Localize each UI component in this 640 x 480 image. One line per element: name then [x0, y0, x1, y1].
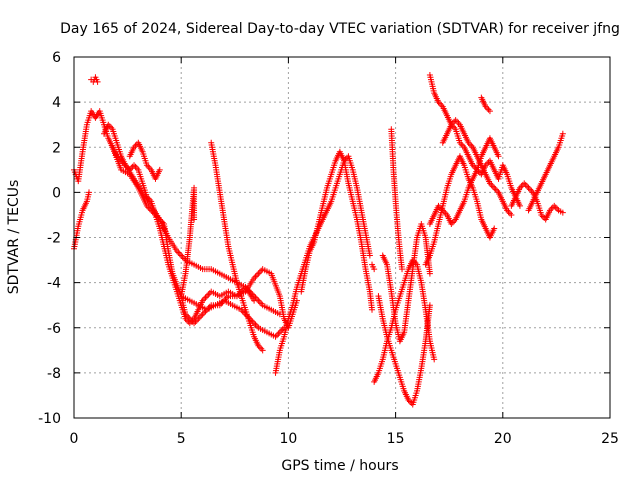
data-point	[366, 252, 373, 259]
data-point	[369, 306, 376, 313]
x-tick-label: 25	[601, 431, 619, 447]
data-point	[253, 323, 260, 330]
y-tick-label: 0	[52, 185, 61, 201]
data-point	[176, 251, 183, 258]
data-point	[516, 202, 523, 209]
data-point	[521, 180, 528, 187]
data-point	[175, 249, 182, 256]
y-tick-label: 6	[52, 50, 61, 66]
data-point	[86, 189, 93, 196]
data-point	[278, 327, 285, 334]
data-point	[191, 320, 198, 327]
data-point	[252, 321, 259, 328]
data-point	[431, 356, 438, 363]
data-point	[495, 153, 502, 160]
data-point	[399, 266, 406, 273]
data-point	[192, 318, 199, 325]
data-point	[131, 162, 138, 169]
data-point	[524, 183, 531, 190]
data-point	[256, 299, 263, 306]
x-tick-label: 15	[387, 431, 405, 447]
y-tick-label: -4	[47, 276, 61, 292]
data-point	[156, 166, 163, 173]
y-tick-label: 4	[52, 95, 61, 111]
data-point	[199, 311, 206, 318]
data-point	[252, 273, 259, 280]
x-tick-label: 5	[177, 431, 186, 447]
x-tick-label: 0	[70, 431, 79, 447]
data-point	[132, 163, 139, 170]
data-point	[146, 205, 153, 212]
data-point	[525, 184, 532, 191]
data-point	[202, 308, 209, 315]
data-point	[253, 272, 260, 279]
data-point	[255, 270, 262, 277]
axis-ticks: 0 5 10 15 20 25 -10 -8 -6 -4 -2 0 2 4 6	[38, 50, 619, 447]
data-point	[188, 317, 195, 324]
data-point	[223, 294, 230, 301]
data-point	[486, 108, 493, 115]
data-point	[438, 205, 445, 212]
x-tick-label: 20	[494, 431, 512, 447]
data-point	[506, 210, 513, 217]
data-point	[258, 300, 265, 307]
x-tick-label: 10	[279, 431, 297, 447]
data-point	[258, 345, 265, 352]
data-point	[202, 294, 209, 301]
data-point	[94, 78, 101, 85]
y-tick-label: -8	[47, 366, 61, 382]
data-point	[185, 314, 192, 321]
data-point	[491, 225, 498, 232]
data-point	[491, 184, 498, 191]
y-tick-label: -6	[47, 321, 61, 337]
data-point	[552, 204, 559, 211]
grid	[74, 57, 610, 418]
data-point	[522, 181, 529, 188]
y-tick-label: -10	[38, 411, 61, 427]
data-point	[485, 106, 492, 113]
y-tick-label: -2	[47, 231, 61, 247]
data-points	[71, 72, 566, 408]
data-point	[203, 293, 210, 300]
data-point	[252, 294, 259, 301]
data-point	[222, 296, 229, 303]
data-point	[426, 302, 433, 309]
data-point	[559, 209, 566, 216]
data-point	[178, 252, 185, 259]
data-point	[554, 205, 561, 212]
data-point	[452, 117, 459, 124]
data-point	[369, 261, 376, 268]
chart-title: Day 165 of 2024, Sidereal Day-to-day VTE…	[60, 21, 620, 37]
data-point	[454, 118, 461, 125]
data-point	[526, 186, 533, 193]
data-point	[259, 347, 266, 354]
data-point	[489, 183, 496, 190]
data-point	[201, 309, 208, 316]
data-point	[273, 332, 280, 339]
data-point	[559, 130, 566, 137]
data-point	[251, 297, 258, 304]
y-axis-label: SDTVAR / TECUs	[6, 180, 22, 295]
data-point	[492, 186, 499, 193]
data-point	[426, 270, 433, 277]
x-axis-label: GPS time / hours	[281, 458, 398, 474]
data-point	[551, 202, 558, 209]
y-tick-label: 2	[52, 140, 61, 156]
data-point	[508, 211, 515, 218]
